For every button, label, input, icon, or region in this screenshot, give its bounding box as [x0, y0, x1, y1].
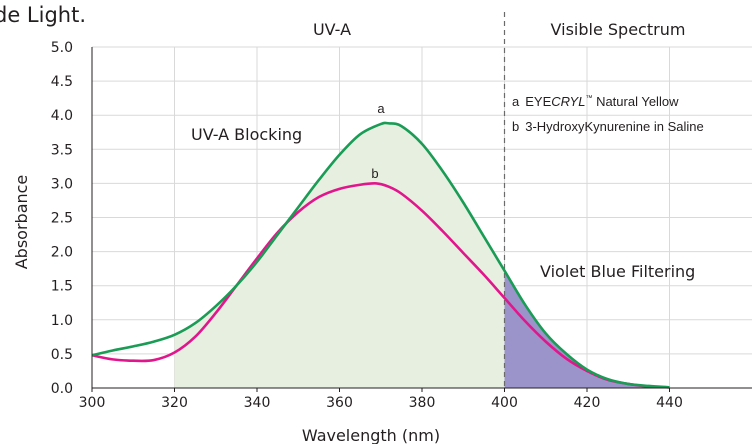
visible-spectrum-label: Visible Spectrum [551, 20, 686, 39]
x-tick-label: 340 [244, 395, 271, 411]
violet-blue-filtering-label: Violet Blue Filtering [540, 262, 695, 281]
series-b-line [91, 182, 670, 389]
legend-b-marker: b [512, 119, 519, 134]
y-tick-label: 0.5 [51, 347, 73, 363]
y-tick-label: 1.5 [51, 279, 73, 295]
uva-blocking-label: UV-A Blocking [191, 125, 302, 144]
legend-entry-a: a EYECRYL™ Natural Yellow [512, 94, 679, 109]
top-text-fragment: de Light. [0, 3, 86, 27]
series-a-label: a [377, 101, 385, 116]
y-tick-label: 4.0 [51, 108, 73, 124]
x-tick-label: 380 [409, 395, 436, 411]
uva-blocking-area [174, 122, 505, 388]
line-layer [91, 12, 670, 389]
legend-entry-b: b 3-HydroxyKynurenine in Saline [512, 119, 704, 134]
legend-a-prefix: EYE [525, 94, 551, 109]
y-tick-label: 1.0 [51, 313, 73, 329]
y-axis-title: Absorbance [12, 175, 31, 270]
x-tick-label: 320 [161, 395, 188, 411]
uva-region-label: UV-A [313, 20, 351, 39]
series-b-label: b [371, 166, 378, 181]
x-tick-label: 360 [326, 395, 353, 411]
y-tick-label: 3.0 [51, 176, 73, 192]
x-axis-title: Wavelength (nm) [302, 426, 440, 444]
x-tick-label: 420 [574, 395, 601, 411]
x-tick-label: 440 [656, 395, 683, 411]
axis-layer: 0.0 0.5 1.0 1.5 2.0 2.5 3.0 3.5 4.0 4.5 5.0 300 320 3… [51, 40, 752, 411]
y-tick-label: 4.5 [51, 74, 73, 90]
violet-blue-filtering-area [504, 270, 670, 388]
legend: a EYECRYL™ Natural Yellow b 3-HydroxyKynur… [512, 94, 704, 134]
legend-a-italic: CRYL [551, 94, 585, 109]
legend-a-suffix: Natural Yellow [592, 94, 679, 109]
series-a-line [91, 121, 670, 389]
legend-b-text: 3-HydroxyKynurenine in Saline [525, 119, 703, 134]
y-tick-label: 3.5 [51, 142, 73, 158]
x-tick-label: 400 [491, 395, 518, 411]
y-tick-label: 2.0 [51, 245, 73, 261]
legend-a-marker: a [512, 94, 520, 109]
y-tick-label: 0.0 [51, 381, 73, 397]
x-tick-label: 300 [79, 395, 106, 411]
fill-layer [174, 122, 670, 388]
legend-a-trademark: ™ [585, 95, 592, 102]
y-tick-label: 2.5 [51, 211, 73, 227]
y-tick-label: 5.0 [51, 40, 73, 56]
